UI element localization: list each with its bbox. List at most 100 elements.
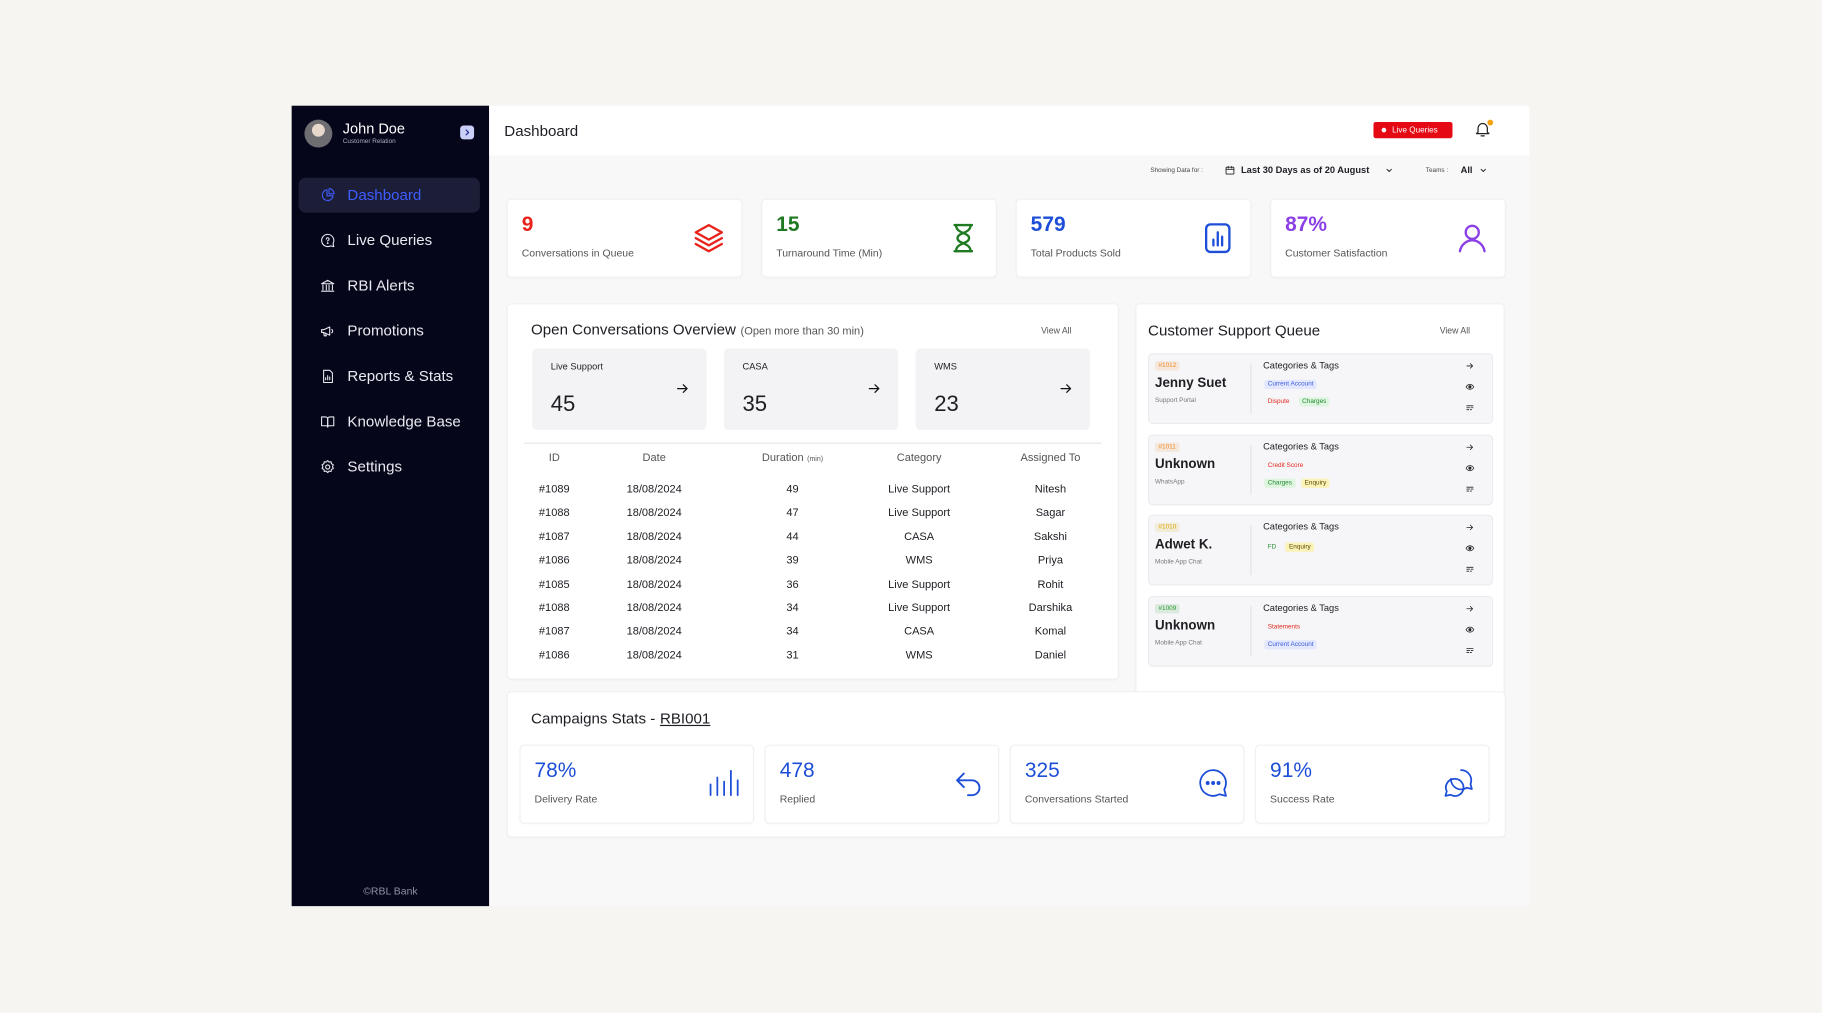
icon-part: [1216, 781, 1221, 785]
open-action[interactable]: [1465, 604, 1474, 613]
period-chevron[interactable]: [1384, 165, 1394, 175]
teams-chevron[interactable]: [1478, 165, 1488, 175]
view-all[interactable]: View All: [1439, 325, 1471, 336]
icon-part: [1465, 383, 1475, 390]
icon-part: [321, 279, 335, 285]
tags-title: Categories & Tags: [1263, 603, 1339, 614]
title-text: Open Conversations Overview: [531, 320, 736, 339]
nav-item[interactable]: Promotions: [299, 314, 480, 349]
period-filter[interactable]: Last 30 Days as of 20 August: [1241, 164, 1370, 176]
icon-part: [956, 772, 981, 797]
icon-part: [868, 384, 880, 393]
table-cell: Rohit: [1037, 578, 1064, 591]
source: WhatsApp: [1155, 478, 1185, 486]
avatar: [304, 119, 333, 148]
table-cell: #1087: [538, 530, 570, 544]
collapse-button[interactable]: [460, 125, 475, 140]
icon-part: [1468, 466, 1472, 470]
nav-label: Knowledge Base: [347, 412, 461, 430]
nav-item[interactable]: Knowledge Base: [299, 404, 480, 439]
campaigns-panel: Campaigns Stats - RBI001 78% Delivery Rate 4…: [507, 692, 1505, 837]
nav-icon: [320, 232, 336, 248]
view-all[interactable]: View All: [1041, 325, 1072, 336]
filter-action[interactable]: [1465, 484, 1474, 493]
nav-item[interactable]: RBI Alerts: [299, 268, 480, 303]
icon-part: [1465, 545, 1475, 552]
open-action[interactable]: [1465, 442, 1474, 451]
nav-item[interactable]: Dashboard: [298, 177, 480, 213]
filter-action[interactable]: [1465, 646, 1474, 655]
collapse-icon: [461, 127, 473, 139]
campaign-stat-card: 478 Replied: [765, 745, 999, 823]
icon-part: [1466, 405, 1474, 411]
view-action[interactable]: [1465, 382, 1475, 391]
table-header: Date: [584, 452, 723, 465]
tag: Dispute: [1267, 398, 1290, 406]
view-action[interactable]: [1465, 625, 1475, 634]
table-cell: Komal: [1034, 625, 1067, 639]
table-cell: 18/08/2024: [626, 649, 682, 662]
customer-name: Jenny Suet: [1155, 376, 1227, 391]
icon-part: [1466, 363, 1474, 369]
filter-action[interactable]: [1465, 403, 1474, 412]
icon-part: [1466, 405, 1474, 411]
kpi-card: 15 Turnaround Time (Min): [762, 199, 996, 277]
table-cell: 34: [786, 625, 799, 639]
nav-icon: [320, 187, 336, 203]
campaign-stat-card: 78% Delivery Rate: [520, 745, 753, 823]
header-text: Category: [896, 451, 942, 465]
table-cell: 18/08/2024: [626, 601, 682, 615]
table-cell: CASA: [904, 530, 935, 544]
table-cell: 18/08/2024: [626, 530, 682, 544]
header-text: Date: [642, 451, 666, 465]
stat-icon: [1442, 767, 1475, 800]
table-cell: #1086: [538, 554, 570, 568]
icon-part: [321, 460, 334, 474]
queue-type-card[interactable]: Live Support 45: [532, 348, 707, 430]
source: Mobile App Chat: [1155, 559, 1202, 567]
live-dot: [1381, 127, 1387, 133]
sidebar: John Doe Customer Relation Dashboard Live Q…: [291, 105, 490, 907]
view-action[interactable]: [1465, 463, 1475, 472]
open-action[interactable]: [1465, 361, 1474, 370]
stat-label: Conversations Started: [1024, 793, 1129, 806]
stat-value: 478: [779, 758, 815, 782]
teams-filter[interactable]: All: [1460, 164, 1473, 176]
nav-item[interactable]: Settings: [299, 450, 480, 485]
campaign-code[interactable]: RBI001: [659, 709, 711, 728]
user-role: Customer Relation: [342, 138, 396, 146]
table-cell: 34: [786, 601, 799, 615]
icon-part: [326, 242, 329, 245]
icon-part: [1466, 525, 1474, 531]
nav-item[interactable]: Live Queries: [299, 223, 480, 258]
panel-title: Campaigns Stats - RBI001: [531, 710, 710, 727]
open-action[interactable]: [1465, 523, 1474, 532]
nav-label: RBI Alerts: [347, 276, 415, 294]
kpi-card: 579 Total Products Sold: [1016, 199, 1251, 277]
table-cell: 31: [786, 649, 799, 662]
panel-title: Open Conversations Overview (Open more th…: [531, 321, 864, 338]
filter-action[interactable]: [1465, 565, 1474, 574]
table-cell: WMS: [905, 649, 933, 662]
nav-item[interactable]: Reports & Stats: [299, 359, 480, 394]
ticket-id: #1009: [1155, 604, 1180, 614]
icon-part: [1444, 769, 1473, 797]
icon-part: [694, 236, 724, 253]
table-cell: Live Support: [888, 578, 951, 591]
icon-part: [1465, 383, 1475, 390]
live-queries-button[interactable]: Live Queries: [1373, 121, 1453, 139]
queue-type-card[interactable]: WMS 23: [915, 348, 1090, 430]
kpi-label: Total Products Sold: [1030, 247, 1121, 260]
table-cell: #1088: [538, 601, 570, 615]
divider: [1250, 606, 1252, 657]
tag: FD: [1267, 544, 1277, 552]
title-text: Campaigns Stats -: [531, 709, 656, 728]
notifications[interactable]: [1473, 119, 1494, 141]
table-header: Category: [849, 452, 988, 465]
table-cell: CASA: [904, 625, 935, 639]
kpi-label: Turnaround Time (Min): [776, 247, 883, 260]
queue-type-card[interactable]: CASA 35: [723, 348, 899, 430]
source: Mobile App Chat: [1155, 640, 1202, 648]
icon-part: [1450, 769, 1473, 791]
view-action[interactable]: [1465, 544, 1475, 553]
